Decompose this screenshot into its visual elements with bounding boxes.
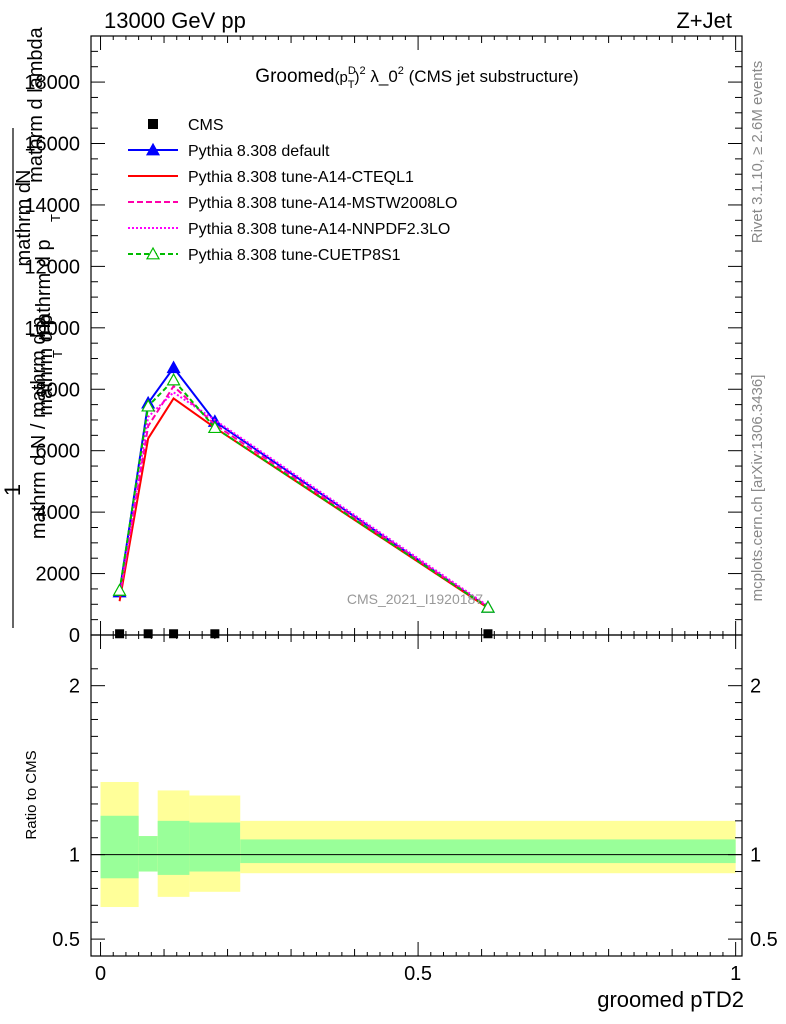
svg-text:mathrm d N / mathrm d p: mathrm d N / mathrm d p	[28, 317, 50, 539]
y-tick-label: 14000	[24, 195, 80, 217]
y-tick-label: 18000	[24, 72, 80, 94]
series-line	[118, 391, 489, 607]
series-line	[118, 397, 489, 609]
svg-text:N: N	[13, 170, 35, 184]
ratio-plot-frame	[90, 634, 743, 957]
x-axis-label: groomed pTD2	[597, 987, 744, 1012]
ratio-green-band	[100, 815, 139, 879]
series-marker	[141, 398, 156, 412]
series-line	[118, 384, 489, 608]
legend-marker	[148, 119, 158, 129]
header-left: 13000 GeV pp	[104, 8, 246, 33]
series-marker	[166, 372, 181, 386]
series-marker	[145, 142, 161, 156]
y-tick-label: 6000	[36, 441, 81, 463]
svg-text:T: T	[50, 350, 65, 358]
y-axis-label: mathrm d N mathrm d p mathrm d lambda T …	[0, 26, 65, 628]
y-tick-label: 10000	[24, 318, 80, 340]
legend-label: Pythia 8.308 tune-A14-CTEQL1	[188, 169, 414, 186]
svg-text:mathrm d p: mathrm d p	[35, 314, 57, 415]
ratio-green-band	[138, 836, 158, 872]
ratio-green-band	[189, 822, 241, 872]
series-marker	[166, 360, 181, 374]
legend: CMS Pythia 8.308 default Pythia 8.308 tune…	[128, 117, 457, 264]
ratio-tick-label-right: 0.5	[750, 929, 778, 951]
series-line	[118, 378, 489, 609]
y-tick-label: 12000	[24, 256, 80, 278]
ratio-tick-label: 1	[69, 845, 80, 867]
ratio-y-axis-label: Ratio to CMS	[23, 750, 40, 839]
x-tick-label: 0	[95, 963, 106, 985]
legend-label: Pythia 8.308 tune-CUETP8S1	[188, 247, 401, 264]
header-right: Z+Jet	[676, 8, 732, 33]
ratio-tick-label: 2	[69, 676, 80, 698]
ratio-bands	[100, 781, 736, 908]
ratio-tick-label-right: 2	[750, 676, 761, 698]
ratio-tick-label-right: 1	[750, 845, 761, 867]
series-marker	[145, 246, 161, 260]
legend-label: Pythia 8.308 tune-A14-NNPDF2.3LO	[188, 221, 450, 238]
series-marker	[112, 583, 127, 596]
ratio-green-band	[157, 820, 190, 875]
axis-ticks: 0 0.5 1 0 2000 4000 6000 8000 10000 12000 14000 160…	[24, 36, 778, 985]
x-tick-label: 0.5	[404, 963, 432, 985]
svg-text:mathrm d p: mathrm d p	[33, 239, 55, 340]
svg-text:mathrm d: mathrm d	[13, 182, 35, 266]
svg-text:1: 1	[0, 484, 25, 496]
legend-label: CMS	[188, 117, 224, 134]
y-tick-label: 16000	[24, 134, 80, 156]
y-tick-label: 0	[69, 625, 80, 647]
rivet-label: Rivet 3.1.10, ≥ 2.6M events	[749, 61, 766, 244]
y-tick-label: 8000	[36, 379, 81, 401]
plot-title: Groomed(pD T)2 λ_02 (CMS jet substructure…	[255, 65, 578, 91]
svg-text:mathrm d lambda: mathrm d lambda	[25, 26, 47, 182]
svg-text:T: T	[48, 214, 63, 222]
analysis-watermark: CMS_2021_I1920187	[347, 591, 483, 607]
mcplots-label: mcplots.cern.ch [arXiv:1306.3436]	[749, 375, 766, 602]
cms-data-point	[143, 629, 153, 639]
cms-data-point	[210, 629, 220, 639]
cms-data-point	[115, 629, 125, 639]
x-tick-label: 1	[730, 963, 741, 985]
legend-label: Pythia 8.308 default	[188, 143, 330, 160]
ratio-tick-label: 0.5	[52, 929, 80, 951]
cms-data-points	[115, 629, 493, 639]
series-marker	[207, 420, 222, 434]
ratio-green-band	[240, 839, 736, 864]
y-tick-label: 2000	[36, 564, 81, 586]
series-marker	[480, 600, 495, 613]
cms-data-point	[483, 629, 493, 639]
cms-data-point	[169, 629, 179, 639]
legend-label: Pythia 8.308 tune-A14-MSTW2008LO	[188, 195, 457, 212]
series-layer	[112, 360, 495, 613]
y-tick-label: 4000	[36, 502, 81, 524]
